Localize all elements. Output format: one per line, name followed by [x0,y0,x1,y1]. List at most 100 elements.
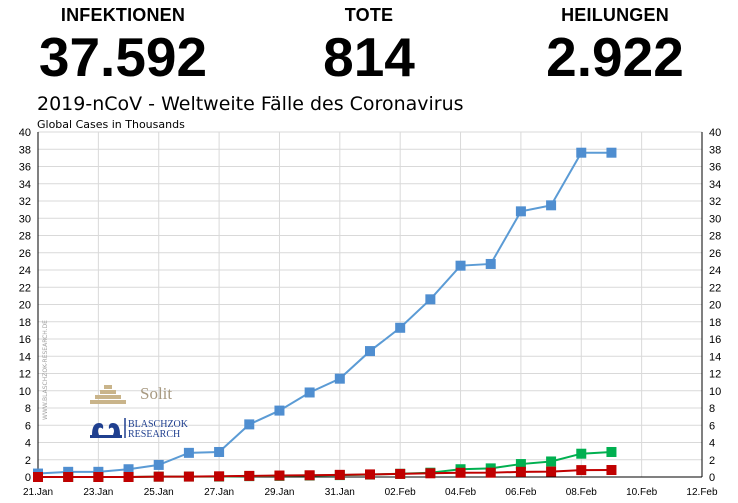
y-tick-label-left: 26 [19,248,31,260]
y-tick-label-left: 32 [19,196,31,208]
chart-series [33,147,617,482]
y-tick-label-right: 4 [709,438,715,450]
data-point-infections [546,200,557,211]
y-tick-label-left: 24 [19,265,31,277]
blaschzok-logo-icon [90,423,122,438]
data-point-deaths [304,470,315,481]
series-line-infections [37,151,612,475]
y-tick-label-right: 30 [709,213,721,225]
x-tick-label: 27.Jan [204,487,234,498]
chart-title: 2019-nCoV - Weltweite Fälle des Coronavi… [37,93,464,115]
data-point-infections [455,260,466,271]
data-point-deaths [153,471,164,482]
y-tick-label-left: 40 [19,127,31,139]
y-tick-label-right: 40 [709,127,721,139]
data-point-recoveries [576,448,587,459]
x-tick-label: 31.Jan [325,487,355,498]
x-tick-label: 21.Jan [23,487,53,498]
y-tick-label-right: 22 [709,282,721,294]
y-tick-label-left: 12 [19,369,31,381]
data-point-deaths [515,466,526,477]
data-point-infections [365,346,375,357]
data-point-infections [123,464,134,475]
stat-recoveries-value: 2.922 [546,26,684,88]
blaschzok-logo-line2: RESEARCH [128,429,180,440]
data-point-infections [515,206,526,217]
data-point-infections [395,322,406,333]
data-point-deaths [365,469,375,480]
y-tick-label-left: 6 [25,420,31,432]
data-point-infections [153,459,164,470]
y-tick-label-right: 26 [709,248,721,260]
x-tick-label: 12.Feb [686,487,718,498]
y-tick-label-left: 2 [25,455,31,467]
y-tick-label-right: 38 [709,144,721,156]
y-tick-label-left: 8 [25,403,31,415]
solit-logo: Solit [90,380,190,410]
stat-deaths-label: TOTE [344,5,394,25]
y-tick-label-left: 30 [19,213,31,225]
stat-recoveries-label: HEILUNGEN [561,5,669,25]
data-point-deaths [274,470,285,481]
data-point-deaths [485,467,496,478]
watermark-text: WWW.BLASCHZOK-RESEARCH.DE [42,320,49,420]
data-point-infections [304,387,315,398]
x-tick-label: 06.Feb [505,487,537,498]
data-point-infections [576,147,587,158]
solit-logo-text: Solit [140,384,172,403]
data-point-deaths [244,470,255,481]
data-point-recoveries [606,446,617,457]
data-point-infections [485,258,496,269]
stat-deaths-value: 814 [323,26,415,88]
y-tick-label-right: 20 [709,300,721,312]
y-tick-label-right: 34 [709,179,721,191]
data-point-infections [606,147,617,158]
stat-infections-value: 37.592 [38,26,208,88]
x-tick-label: 10.Feb [626,487,658,498]
stat-recoveries: HEILUNGEN 2.922 [492,0,738,86]
blaschzok-logo: BLASCHZOK RESEARCH [90,415,200,445]
y-tick-label-right: 0 [709,472,715,484]
x-tick-label: 25.Jan [144,487,174,498]
stat-infections: INFEKTIONEN 37.592 [0,0,246,86]
y-tick-label-right: 32 [709,196,721,208]
data-point-infections [63,466,74,477]
data-point-deaths [183,471,194,482]
y-tick-label-right: 28 [709,231,721,243]
data-point-deaths [455,467,466,478]
series-line-deaths [38,469,612,478]
y-tick-label-left: 38 [19,144,31,156]
chart-subtitle: Global Cases in Thousands [37,118,185,131]
x-tick-label: 29.Jan [264,487,294,498]
y-tick-label-right: 6 [709,420,715,432]
stat-infections-label: INFEKTIONEN [60,5,186,25]
y-tick-label-right: 8 [709,403,715,415]
y-tick-label-left: 16 [19,334,31,346]
data-point-deaths [123,472,134,482]
y-tick-label-left: 18 [19,317,31,329]
data-point-deaths [33,472,43,482]
x-tick-label: 23.Jan [83,487,113,498]
y-tick-label-right: 12 [709,369,721,381]
data-point-deaths [93,472,104,482]
y-tick-label-right: 10 [709,386,721,398]
data-point-deaths [425,468,436,479]
y-tick-label-left: 20 [19,300,31,312]
y-tick-label-right: 24 [709,265,721,277]
data-point-deaths [63,472,74,482]
data-point-deaths [576,465,587,476]
data-point-recoveries [515,459,526,470]
data-point-deaths [606,465,617,476]
data-point-infections [425,294,436,305]
y-tick-label-left: 14 [19,351,31,363]
data-point-infections [244,419,255,430]
y-tick-label-left: 28 [19,231,31,243]
data-point-deaths [214,471,225,482]
data-point-infections [93,466,104,477]
x-tick-label: 02.Feb [385,487,417,498]
y-tick-label-left: 22 [19,282,31,294]
y-tick-label-left: 10 [19,386,31,398]
y-tick-label-right: 2 [709,455,715,467]
x-tick-label: 04.Feb [445,487,477,498]
